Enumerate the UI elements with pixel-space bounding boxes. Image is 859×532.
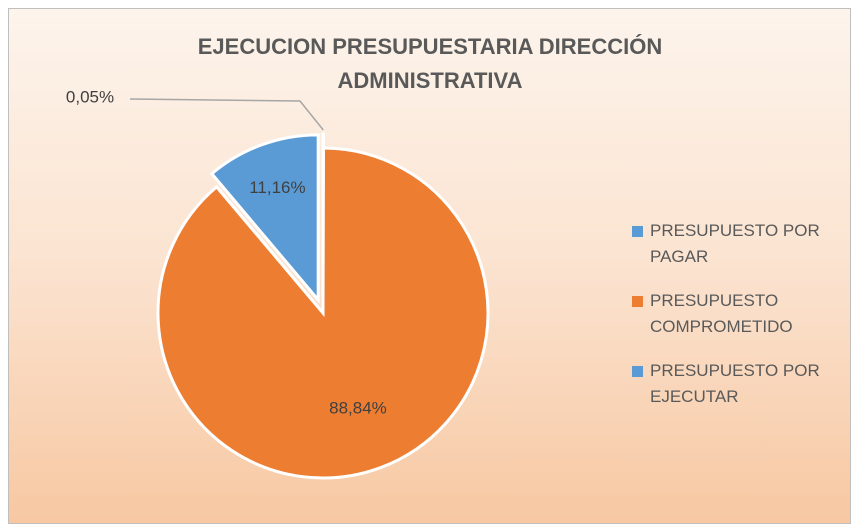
pie-slice — [209, 133, 320, 304]
data-label: 11,16% — [249, 178, 305, 197]
legend-item: PRESUPUESTO POR PAGAR — [632, 218, 859, 270]
legend-swatch — [632, 366, 643, 377]
chart-title: EJECUCION PRESUPUESTARIA DIRECCIÓN ADMIN… — [197, 34, 663, 93]
legend-swatch — [632, 226, 643, 237]
pie-slice — [156, 146, 490, 480]
legend-item: PRESUPUESTO POR EJECUTAR — [632, 358, 859, 410]
legend-label: PRESUPUESTO POR EJECUTAR — [650, 361, 820, 406]
data-label: 88,84% — [329, 399, 387, 418]
leader-line — [129, 98, 324, 131]
legend-swatch — [632, 296, 643, 307]
data-label: 0,05% — [66, 87, 114, 106]
legend-label: PRESUPUESTO COMPROMETIDO — [650, 291, 793, 336]
legend-item: PRESUPUESTO COMPROMETIDO — [632, 288, 859, 340]
legend-label: PRESUPUESTO POR PAGAR — [650, 221, 820, 266]
